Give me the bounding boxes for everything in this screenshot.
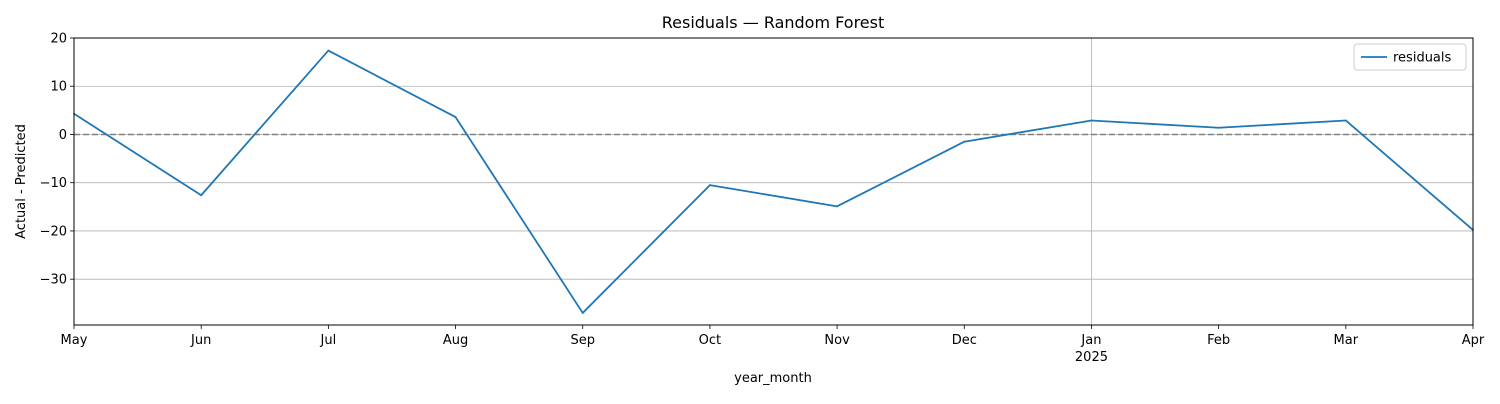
x-year-label: 2025 [1075, 350, 1108, 365]
series-layer [73, 49, 1474, 314]
x-tick-label: Feb [1207, 333, 1230, 348]
y-tick-label: −10 [40, 176, 67, 191]
x-tick-label: Jun [190, 333, 211, 348]
y-tick-label: 10 [50, 80, 67, 95]
y-tick-label: −30 [40, 273, 67, 288]
y-axis-label: Actual - Predicted [14, 124, 29, 239]
data-point [454, 116, 457, 119]
x-tick-label: Sep [570, 333, 595, 348]
x-tick-label: Jul [320, 333, 337, 348]
y-axis: 20 10 0 −10 −20 −30 [40, 32, 74, 288]
series-line-residuals [73, 49, 1474, 314]
legend: residuals [1353, 43, 1467, 71]
y-tick-label: −20 [40, 224, 67, 239]
data-point [963, 140, 966, 143]
legend-box [1353, 43, 1467, 71]
y-tick-label: 20 [50, 32, 67, 47]
x-tick-label: Aug [443, 333, 468, 348]
x-tick-label: Dec [952, 333, 977, 348]
data-point [1090, 119, 1093, 122]
data-point [836, 205, 838, 208]
x-tick-label: Oct [699, 333, 721, 348]
data-point [327, 49, 330, 52]
y-tick-label: 0 [59, 128, 67, 143]
plot-frame [73, 37, 1474, 326]
x-axis-label: year_month [734, 371, 812, 386]
data-point [581, 312, 584, 314]
x-tick-label: Apr [1462, 333, 1485, 348]
x-tick-label: Nov [824, 333, 850, 348]
data-point [709, 184, 711, 187]
data-point [1217, 126, 1220, 129]
data-point [1344, 119, 1347, 122]
chart-title: Residuals — Random Forest [662, 13, 885, 32]
x-tick-label: Jan [1080, 333, 1101, 348]
legend-label: residuals [1393, 51, 1452, 66]
x-tick-label: Mar [1334, 333, 1359, 348]
x-axis: May Jun Jul Aug Sep Oct Nov Dec Jan Feb Mar Apr 2025 [61, 325, 1485, 365]
grid [74, 37, 1473, 325]
x-tick-label: May [61, 333, 88, 348]
data-point [200, 194, 203, 197]
